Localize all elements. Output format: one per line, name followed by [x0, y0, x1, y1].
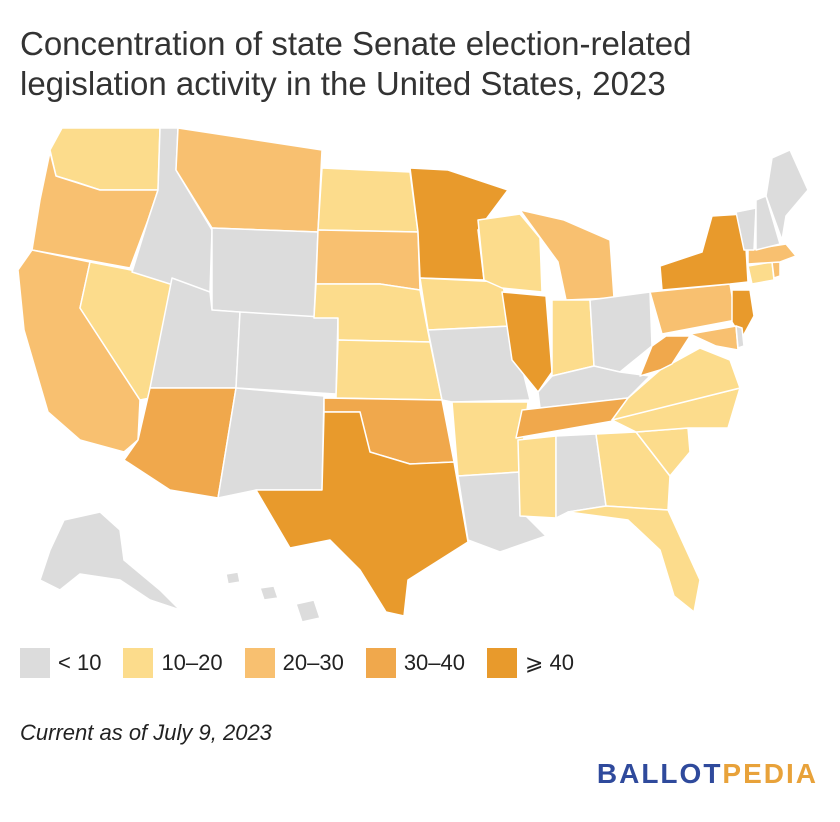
legend-swatch-lt10 [20, 648, 50, 678]
legend-item-30-40: 30–40 [365, 648, 465, 678]
legend-item-20-30: 20–30 [244, 648, 344, 678]
legend-label-lt10: < 10 [58, 650, 102, 675]
legend-swatch-30-40 [365, 648, 396, 678]
state-missouri [427, 325, 531, 403]
chart-title-line-2: legislation activity in the United State… [20, 65, 666, 102]
state-new-york [659, 213, 749, 291]
state-pennsylvania [649, 283, 737, 335]
state-rhode-island [771, 261, 781, 279]
state-wisconsin [477, 213, 543, 293]
legend-label-ge40: ⩾ 40 [525, 650, 575, 675]
state-texas [255, 411, 469, 617]
state-wyoming [211, 227, 319, 319]
legend-item-10-20: 10–20 [123, 648, 223, 678]
state-kansas [335, 339, 443, 401]
state-hawaii-3 [295, 599, 321, 623]
state-mississippi [517, 435, 557, 519]
state-delaware [735, 325, 745, 349]
state-georgia [595, 431, 671, 511]
legend-label-10-20: 10–20 [161, 650, 223, 675]
state-massachusetts [747, 243, 797, 265]
state-hawaii-2 [259, 585, 279, 601]
state-vermont [735, 207, 757, 251]
state-hawaii-1 [225, 571, 241, 585]
legend-label-30-40: 30–40 [403, 650, 465, 675]
currency-note: Current as of July 9, 2023 [20, 720, 272, 745]
state-ohio [589, 291, 653, 373]
state-arizona [123, 387, 237, 499]
chart-title-line-1: Concentration of state Senate election-r… [20, 25, 692, 62]
legend: < 10 10–20 20–30 30–40 ⩾ 40 [20, 648, 596, 678]
state-indiana [551, 299, 595, 377]
state-arkansas [451, 401, 529, 477]
chart-title: Concentration of state Senate election-r… [20, 24, 820, 104]
state-new-hampshire [755, 195, 781, 251]
state-north-dakota [317, 167, 419, 233]
legend-swatch-20-30 [244, 648, 275, 678]
state-alaska [39, 511, 181, 611]
state-maryland [689, 325, 739, 351]
legend-item-lt10: < 10 [20, 648, 101, 678]
state-florida [567, 505, 701, 613]
legend-swatch-10-20 [123, 648, 154, 678]
state-maine [765, 149, 809, 241]
ballotpedia-logo: BALLOTPEDIA [597, 758, 818, 790]
state-west-virginia [639, 335, 691, 377]
legend-label-20-30: 20–30 [282, 650, 344, 675]
legend-item-ge40: ⩾ 40 [487, 648, 574, 678]
state-illinois [501, 291, 553, 393]
state-connecticut [747, 261, 775, 285]
legend-swatch-ge40 [487, 648, 517, 678]
state-colorado [235, 311, 339, 395]
state-south-dakota [315, 229, 421, 291]
logo-part-ballot: BALLOT [596, 758, 723, 789]
logo-part-pedia: PEDIA [722, 758, 818, 789]
us-states-map [17, 127, 809, 623]
state-new-mexico [217, 387, 325, 499]
